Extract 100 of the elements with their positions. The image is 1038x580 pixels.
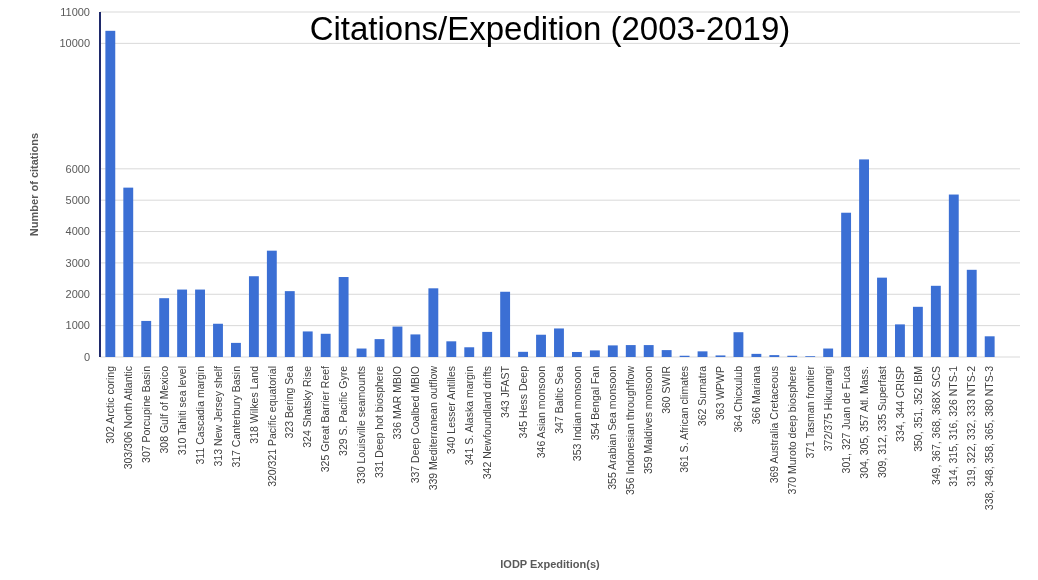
bar [231, 342, 241, 357]
x-tick-label: 319, 322, 332, 333 NTS-2 [965, 365, 978, 487]
bar [930, 285, 941, 357]
bar [877, 277, 887, 357]
bar [141, 320, 152, 357]
bar [302, 331, 313, 357]
x-tick-label: 325 Great Barrier Reef [319, 365, 332, 473]
x-tick-label: 346 Asian monsoon [534, 365, 547, 459]
bar [159, 298, 170, 357]
x-tick-label: 334, 344 CRISP [893, 366, 906, 442]
bar [177, 289, 188, 357]
y-tick-label: 0 [83, 350, 90, 363]
x-tick-label: 307 Porcupine Basin [139, 365, 152, 463]
x-tick-label: 317 Canterbury Basin [229, 365, 242, 468]
bar [841, 212, 852, 357]
bar [554, 328, 564, 357]
x-tick-label: 302 Arctic coring [103, 365, 116, 444]
y-axis-title: Number of citations [28, 132, 40, 237]
y-tick-label: 10000 [59, 37, 90, 50]
y-tick-label: 3000 [65, 256, 90, 269]
x-tick-label: 308 Gulf of Mexico [157, 365, 170, 454]
bar [966, 269, 977, 357]
x-tick-label: 330 Louisville seamounts [355, 366, 368, 484]
bar [284, 291, 295, 357]
x-tick-label: 318 Wilkes Land [247, 365, 260, 444]
x-tick-label: 356 Indonesian throughflow [624, 365, 637, 496]
x-tick-label: 339 Mediterranean outflow [427, 365, 440, 491]
bar [248, 276, 259, 357]
bar [482, 331, 493, 357]
bar [428, 288, 439, 357]
bar [446, 341, 457, 357]
bar [536, 334, 546, 357]
x-tick-label: 310 Tahiti sea level [175, 366, 188, 456]
x-tick-label: 342 Newfoundland drifts [480, 366, 493, 480]
x-tick-label: 360 SWIR [660, 365, 673, 414]
bar [643, 345, 654, 357]
x-tick-label: 345 Hess Deep [516, 365, 529, 439]
bar [392, 326, 403, 357]
bar [823, 348, 834, 357]
x-tick-label: 347 Baltic Sea [552, 365, 565, 434]
x-tick-label: 338, 348, 358, 365, 380 NTS-3 [983, 365, 996, 511]
bar [195, 289, 205, 357]
x-tick-label: 336 MAR MBIO [391, 366, 404, 440]
x-tick-label: 313 New Jersey shelf [211, 365, 224, 467]
x-tick-label: 324 Shatsky Rise [301, 365, 314, 448]
y-tick-label: 2000 [65, 288, 90, 301]
y-tick-label: 5000 [65, 194, 90, 207]
bar [895, 324, 905, 357]
bar [105, 30, 116, 357]
x-tick-label: 303/306 North Atlantic [121, 366, 134, 470]
x-axis-title: IODP Expedition(s) [500, 558, 601, 570]
x-tick-label: 372/375 Hikurangi [821, 366, 834, 452]
x-tick-label: 362 Sumatra [696, 365, 709, 427]
bar [374, 339, 385, 357]
y-tick-label: 11000 [60, 5, 90, 18]
bar [356, 348, 367, 357]
bar [948, 194, 959, 357]
x-tick-label: 337 Deep Coalbed MBIO [409, 366, 422, 484]
bar [266, 250, 277, 357]
x-tick-label: 311 Cascadia margin [193, 365, 206, 465]
y-tick-label: 6000 [65, 162, 90, 175]
x-tick-label: 309, 312, 335 Superfast [875, 365, 888, 479]
bar [123, 187, 134, 357]
bar [589, 350, 600, 357]
x-tick-label: 354 Bengal Fan [588, 365, 601, 441]
x-tick-label: 331 Deep hot biosphere [373, 365, 386, 479]
bar [751, 353, 762, 357]
bar [338, 277, 349, 357]
bar [859, 159, 869, 357]
x-tick-label: 320/321 Pacific equatorial [265, 366, 278, 487]
x-tick-label: 371 Tasman frontier [803, 365, 816, 459]
x-tick-label: 350, 351, 352 IBM [911, 366, 924, 452]
y-tick-label: 4000 [65, 225, 90, 238]
bar [518, 351, 529, 357]
y-tick-label: 1000 [65, 319, 90, 332]
x-tick-label: 341 S. Alaska margin [462, 365, 475, 466]
bar [984, 336, 995, 357]
x-tick-label: 329 S. Pacific Gyre [337, 365, 350, 456]
bar [464, 347, 475, 357]
x-tick-label: 323 Bering Sea [283, 365, 296, 439]
bar [661, 350, 672, 357]
x-tick-label: 301, 327 Juan de Fuca [839, 365, 852, 474]
x-tick-label: 343 JFAST [498, 365, 511, 418]
x-tick-label: 369 Australia Cretaceous [768, 366, 780, 484]
x-tick-label: 340 Lesser Antilles [444, 366, 457, 455]
x-tick-label: 363 WPWP [714, 366, 727, 421]
bar [320, 333, 331, 357]
bar [607, 345, 618, 357]
bar [697, 351, 708, 357]
x-tick-label: 359 Maldives monsoon [642, 365, 655, 474]
x-tick-label: 304, 305, 357 Atl. Mass. [857, 366, 870, 479]
bar [213, 323, 223, 357]
bar [500, 291, 511, 357]
bar [733, 332, 744, 357]
chart-title: Citations/Expedition (2003-2019) [309, 10, 791, 47]
x-tick-label: 314, 315, 316, 326 NTS-1 [947, 365, 960, 487]
bar [912, 306, 923, 357]
x-tick-label: 355 Arabian Sea monsoon [606, 365, 619, 490]
x-tick-label: 370 Muroto deep biosphere [785, 365, 798, 495]
x-tick-label: 366 Mariana [750, 365, 763, 425]
